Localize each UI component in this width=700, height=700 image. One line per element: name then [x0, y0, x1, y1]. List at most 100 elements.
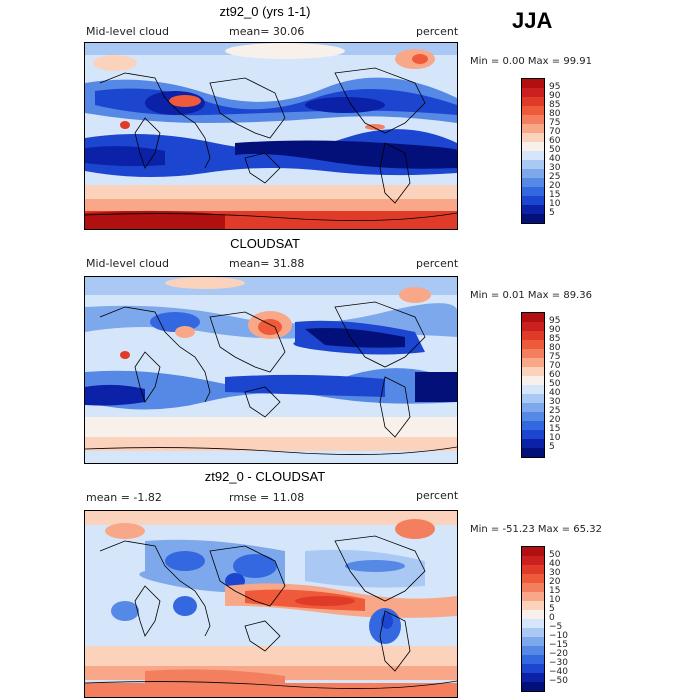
- colorbar-swatch: [522, 322, 544, 331]
- colorbar-tick-label: 50: [549, 379, 561, 389]
- colorbar-swatch: [522, 160, 544, 169]
- panel-2-title: CLOUDSAT: [230, 236, 300, 251]
- colorbar-swatch: [522, 394, 544, 403]
- colorbar-tick-label: 30: [549, 397, 561, 407]
- colorbar-swatch: [522, 178, 544, 187]
- colorbar-swatch: [522, 358, 544, 367]
- panel-3-map: [84, 510, 458, 698]
- panel-1-map: [84, 42, 458, 230]
- colorbar-tick-label: 80: [549, 109, 561, 119]
- colorbar-tick-label: 15: [549, 586, 561, 596]
- colorbar-tick-label: 20: [549, 181, 561, 191]
- colorbar-tick-label: 20: [549, 577, 561, 587]
- colorbar-swatch: [522, 133, 544, 142]
- colorbar-swatch: [522, 367, 544, 376]
- colorbar-swatch: [522, 115, 544, 124]
- colorbar-swatch: [522, 151, 544, 160]
- colorbar-swatch: [522, 430, 544, 439]
- colorbar-tick-label: 70: [549, 127, 561, 137]
- colorbar-swatch: [522, 646, 544, 655]
- panel-3-rmse-label: rmse = 11.08: [229, 491, 305, 504]
- colorbar-swatch: [522, 142, 544, 151]
- colorbar-tick-label: 75: [549, 118, 561, 128]
- colorbar-swatch: [522, 448, 544, 457]
- colorbar-tick-label: 80: [549, 343, 561, 353]
- panel-1-mean-label: mean= 30.06: [229, 25, 305, 38]
- colorbar-swatch: [522, 349, 544, 358]
- colorbar-swatch: [522, 421, 544, 430]
- colorbar-swatch: [522, 214, 544, 223]
- colorbar-swatch: [522, 205, 544, 214]
- colorbar-swatch: [522, 547, 544, 556]
- panel-2-units-label: percent: [416, 257, 459, 270]
- colorbar-tick-label: 15: [549, 424, 561, 434]
- colorbar-swatch: [522, 403, 544, 412]
- colorbar-tick-label: 25: [549, 172, 561, 182]
- colorbar-tick-label: −5: [549, 622, 563, 632]
- colorbar-tick-label: −15: [549, 640, 568, 650]
- colorbar-swatch: [522, 601, 544, 610]
- colorbar-swatch: [522, 682, 544, 691]
- colorbar-tick-label: 20: [549, 415, 561, 425]
- colorbar-swatch: [522, 619, 544, 628]
- colorbar-swatch: [522, 565, 544, 574]
- colorbar-swatch: [522, 664, 544, 673]
- colorbar-swatch: [522, 583, 544, 592]
- colorbar-tick-label: 15: [549, 190, 561, 200]
- colorbar-swatch: [522, 97, 544, 106]
- panel-2-map-field: [85, 277, 457, 463]
- colorbar-tick-label: 60: [549, 370, 561, 380]
- panel-2-colorbar: [521, 312, 545, 458]
- panel-2-mean-label: mean= 31.88: [229, 257, 305, 270]
- colorbar-tick-label: 95: [549, 316, 561, 326]
- colorbar-swatch: [522, 385, 544, 394]
- colorbar-swatch: [522, 610, 544, 619]
- colorbar-swatch: [522, 439, 544, 448]
- colorbar-tick-label: 30: [549, 568, 561, 578]
- colorbar-tick-label: 0: [549, 613, 555, 623]
- colorbar-tick-label: 30: [549, 163, 561, 173]
- colorbar-swatch: [522, 376, 544, 385]
- panel-3-minmax: Min = -51.23 Max = 65.32: [470, 524, 602, 535]
- colorbar-swatch: [522, 106, 544, 115]
- colorbar-tick-label: 75: [549, 352, 561, 362]
- colorbar-tick-label: 95: [549, 82, 561, 92]
- panel-3-mean-label: mean = -1.82: [86, 491, 162, 504]
- colorbar-tick-label: −20: [549, 649, 568, 659]
- colorbar-swatch: [522, 187, 544, 196]
- colorbar-swatch: [522, 313, 544, 322]
- colorbar-tick-label: 40: [549, 559, 561, 569]
- colorbar-tick-label: −50: [549, 676, 568, 686]
- colorbar-swatch: [522, 655, 544, 664]
- colorbar-tick-label: 85: [549, 100, 561, 110]
- colorbar-swatch: [522, 88, 544, 97]
- colorbar-tick-label: 70: [549, 361, 561, 371]
- colorbar-swatch: [522, 412, 544, 421]
- colorbar-swatch: [522, 628, 544, 637]
- colorbar-swatch: [522, 574, 544, 583]
- panel-1-units-label: percent: [416, 25, 459, 38]
- colorbar-tick-label: −30: [549, 658, 568, 668]
- colorbar-tick-label: −40: [549, 667, 568, 677]
- colorbar-swatch: [522, 196, 544, 205]
- colorbar-tick-label: 60: [549, 136, 561, 146]
- panel-3-units-label: percent: [416, 489, 459, 502]
- colorbar-swatch: [522, 340, 544, 349]
- colorbar-tick-label: 5: [549, 442, 555, 452]
- panel-2-minmax: Min = 0.01 Max = 89.36: [470, 290, 592, 301]
- colorbar-swatch: [522, 592, 544, 601]
- colorbar-swatch: [522, 556, 544, 565]
- panel-1-title: zt92_0 (yrs 1-1): [219, 4, 311, 19]
- panel-2-variable-label: Mid-level cloud: [86, 257, 169, 270]
- colorbar-swatch: [522, 124, 544, 133]
- panel-1-variable-label: Mid-level cloud: [86, 25, 169, 38]
- colorbar-swatch: [522, 673, 544, 682]
- colorbar-swatch: [522, 637, 544, 646]
- colorbar-tick-label: 25: [549, 406, 561, 416]
- colorbar-tick-label: 5: [549, 208, 555, 218]
- panel-3-colorbar: [521, 546, 545, 692]
- colorbar-tick-label: 40: [549, 154, 561, 164]
- panel-2-map: [84, 276, 458, 464]
- colorbar-tick-label: 50: [549, 550, 561, 560]
- colorbar-tick-label: 90: [549, 91, 561, 101]
